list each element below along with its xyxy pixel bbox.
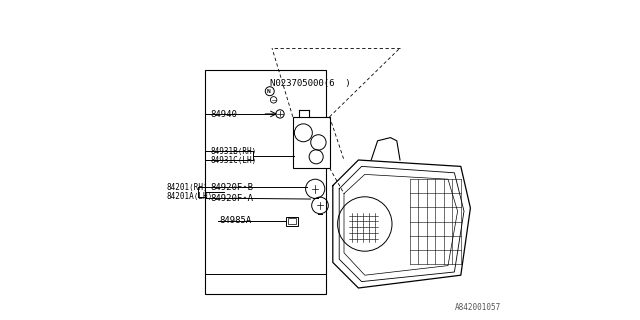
Text: N: N xyxy=(267,89,271,94)
Text: 84931B⟨RH⟩: 84931B⟨RH⟩ xyxy=(210,147,257,156)
Text: 84931C⟨LH⟩: 84931C⟨LH⟩ xyxy=(210,156,257,164)
Text: A842001057: A842001057 xyxy=(454,303,500,312)
Text: 84940: 84940 xyxy=(210,110,237,119)
Text: 84985A: 84985A xyxy=(219,216,252,225)
Text: 84920F⋆B: 84920F⋆B xyxy=(210,183,253,192)
Bar xyxy=(292,117,330,168)
Text: 84201A⟨LH⟩: 84201A⟨LH⟩ xyxy=(166,192,212,201)
Text: N023705000(6  ): N023705000(6 ) xyxy=(270,79,351,88)
Text: 84920F⋆A: 84920F⋆A xyxy=(210,194,253,203)
Text: 84201⟨RH⟩: 84201⟨RH⟩ xyxy=(166,183,208,192)
Bar xyxy=(205,70,326,294)
Bar xyxy=(288,218,296,224)
Bar xyxy=(285,217,298,226)
